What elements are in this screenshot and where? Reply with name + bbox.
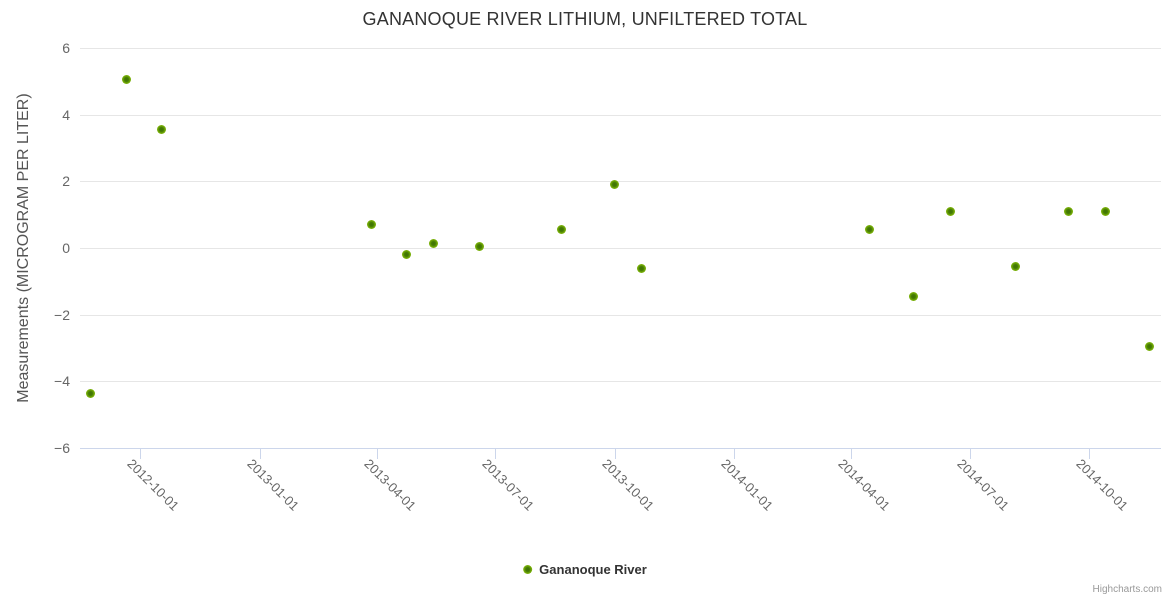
data-point[interactable] (865, 225, 875, 235)
data-point[interactable] (474, 241, 484, 251)
data-point[interactable] (909, 291, 919, 301)
x-axis-label: 2013-07-01 (479, 456, 537, 514)
x-axis-label: 2013-01-01 (243, 456, 302, 514)
data-point[interactable] (637, 263, 647, 273)
chart-title: GANANOQUE RIVER LITHIUM, UNFILTERED TOTA… (362, 9, 808, 29)
gridline (80, 381, 1161, 382)
data-point[interactable] (945, 206, 955, 216)
x-axis-tick (495, 449, 496, 459)
legend: Gananoque River (523, 562, 647, 577)
data-point[interactable] (85, 388, 95, 398)
data-point[interactable] (610, 180, 620, 190)
gridline (80, 48, 1161, 49)
data-point[interactable] (429, 238, 439, 248)
data-point[interactable] (157, 125, 167, 135)
y-axis-label: 6 (62, 40, 70, 56)
x-axis-tick (851, 449, 852, 459)
data-point[interactable] (1144, 341, 1154, 351)
x-axis-tick (615, 449, 616, 459)
data-point[interactable] (1010, 261, 1020, 271)
x-axis-label: 2014-04-01 (835, 456, 894, 514)
y-axis-label: −6 (54, 440, 70, 456)
x-axis-tick (1089, 449, 1090, 459)
gridline (80, 315, 1161, 316)
x-axis-label: 2014-10-01 (1073, 456, 1132, 514)
x-axis-label: 2014-07-01 (954, 456, 1012, 514)
legend-marker-icon[interactable] (523, 565, 533, 574)
data-point[interactable] (556, 225, 566, 235)
data-point[interactable] (1100, 206, 1110, 216)
x-axis-label: 2013-10-01 (599, 456, 657, 514)
gridline (80, 181, 1161, 182)
highcharts-credits-link[interactable]: Highcharts.com (1092, 584, 1162, 595)
y-axis-label: 0 (62, 240, 70, 256)
y-axis-label: 4 (62, 107, 70, 123)
x-axis-tick (734, 449, 735, 459)
x-axis-label: 2013-04-01 (360, 456, 419, 514)
y-axis-label: −2 (54, 307, 70, 323)
x-axis-tick (260, 449, 261, 459)
legend-item-gananoque-river[interactable]: Gananoque River (539, 562, 647, 577)
x-axis-label: 2012-10-01 (124, 456, 182, 514)
y-axis-label: 2 (62, 173, 70, 189)
gridline (80, 115, 1161, 116)
x-axis-tick (377, 449, 378, 459)
gridline (80, 248, 1161, 249)
data-point[interactable] (366, 220, 376, 230)
x-axis-tick (970, 449, 971, 459)
data-point[interactable] (402, 250, 411, 260)
data-point[interactable] (1064, 206, 1074, 216)
y-axis-label: −4 (54, 373, 70, 389)
x-axis-label: 2014-01-01 (718, 456, 777, 514)
data-point[interactable] (122, 75, 132, 85)
x-axis-tick (140, 449, 141, 459)
x-axis-line (80, 448, 1161, 449)
